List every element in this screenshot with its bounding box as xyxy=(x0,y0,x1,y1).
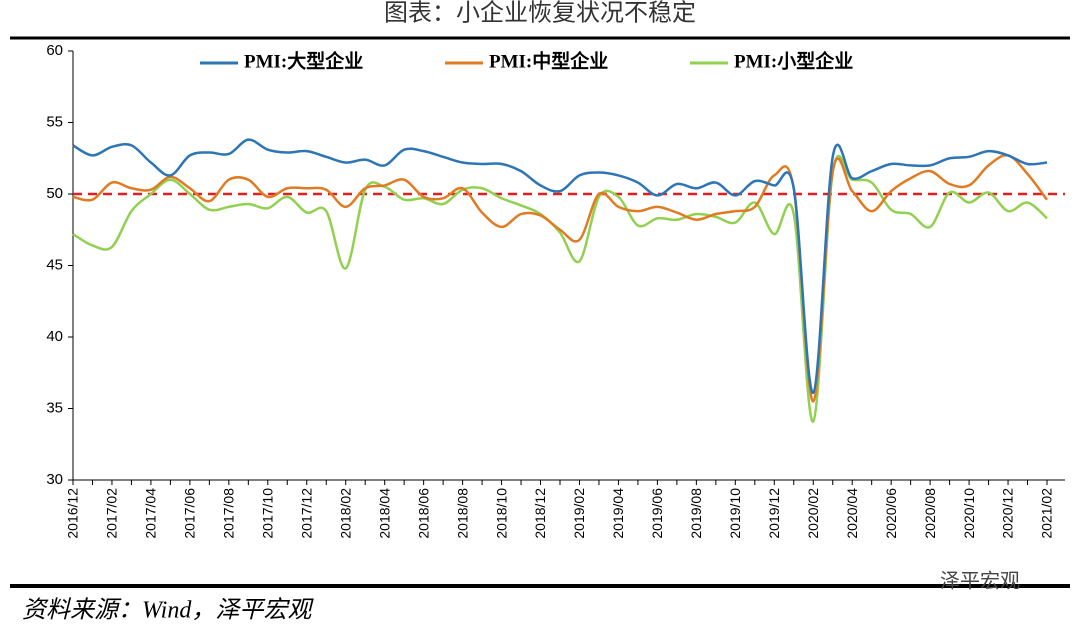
x-tick-label: 2019/06 xyxy=(649,488,665,539)
watermark: 泽平宏观 xyxy=(940,569,1020,592)
y-tick-label: 55 xyxy=(46,113,63,130)
series-line xyxy=(72,153,1048,403)
x-tick-label: 2017/04 xyxy=(143,488,159,539)
legend-label: PMI:小型企业 xyxy=(734,49,853,72)
y-tick-label: 40 xyxy=(46,328,63,345)
x-tick-label: 2019/02 xyxy=(571,488,587,539)
x-tick-label: 2019/08 xyxy=(688,488,704,539)
x-tick-label: 2018/10 xyxy=(493,488,509,539)
y-tick-label: 50 xyxy=(46,185,63,202)
x-tick-label: 2017/06 xyxy=(182,488,198,539)
series-line xyxy=(72,138,1048,395)
x-tick-label: 2016/12 xyxy=(65,488,81,539)
y-tick-label: 45 xyxy=(46,256,63,273)
chart-title: 图表：小企业恢复状况不稳定 xyxy=(384,0,696,27)
y-tick-label: 35 xyxy=(46,399,63,416)
y-tick-label: 60 xyxy=(46,42,63,59)
x-tick-label: 2018/12 xyxy=(532,488,548,539)
x-tick-label: 2019/12 xyxy=(766,488,782,539)
x-tick-label: 2020/08 xyxy=(922,488,938,539)
x-tick-label: 2020/10 xyxy=(961,488,977,539)
x-tick-label: 2018/04 xyxy=(376,488,392,539)
x-tick-label: 2017/02 xyxy=(104,488,120,539)
y-tick-label: 30 xyxy=(46,471,63,488)
x-tick-label: 2017/08 xyxy=(221,488,237,539)
x-tick-label: 2017/10 xyxy=(260,488,276,539)
x-tick-label: 2018/08 xyxy=(454,488,470,539)
x-tick-label: 2018/02 xyxy=(337,488,353,539)
x-tick-label: 2020/12 xyxy=(1000,488,1016,539)
x-tick-label: 2020/04 xyxy=(844,488,860,539)
source: 资料来源：Wind，泽平宏观 xyxy=(22,597,314,624)
x-tick-label: 2020/02 xyxy=(805,488,821,539)
x-tick-label: 2021/02 xyxy=(1039,488,1055,539)
legend-label: PMI:大型企业 xyxy=(244,49,363,72)
x-tick-label: 2020/06 xyxy=(883,488,899,539)
series-line xyxy=(72,154,1048,423)
x-tick-label: 2019/10 xyxy=(727,488,743,539)
x-tick-label: 2019/04 xyxy=(610,488,626,539)
legend-label: PMI:中型企业 xyxy=(489,49,608,72)
x-tick-label: 2017/12 xyxy=(298,488,314,539)
x-tick-label: 2018/06 xyxy=(415,488,431,539)
